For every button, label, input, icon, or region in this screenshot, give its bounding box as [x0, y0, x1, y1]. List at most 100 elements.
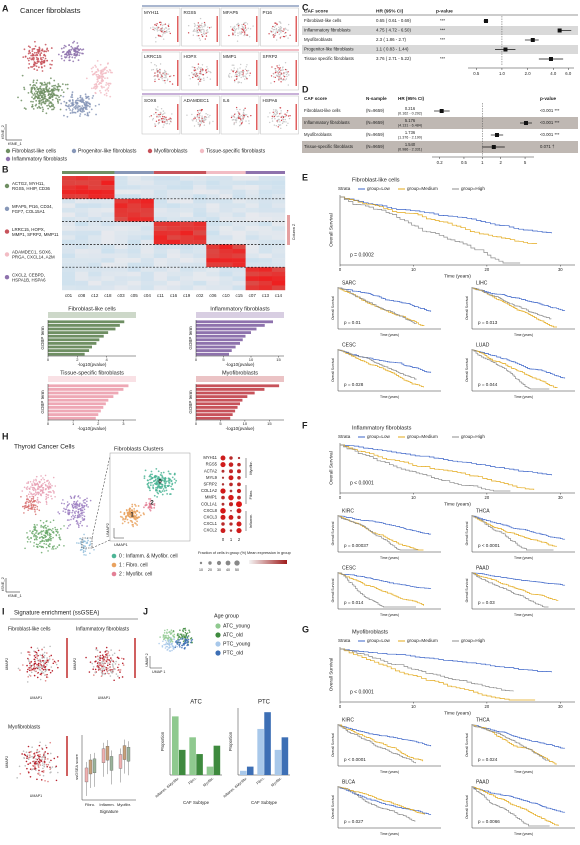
tick-label: Inflamm. — [99, 802, 114, 807]
heatmap-cell — [153, 230, 168, 236]
expression-dot — [228, 475, 234, 481]
gene-list: MMP1, SFRP2, MMP11 — [12, 232, 59, 237]
cell-dot — [41, 748, 44, 750]
axis-title: Overall Survival — [331, 521, 335, 545]
cell-dot — [47, 758, 49, 760]
axis-title: Time (years) — [444, 501, 471, 507]
cell-dot — [168, 479, 171, 482]
cell-dot — [153, 504, 156, 507]
cell-dot — [73, 500, 76, 503]
cell-dot — [23, 86, 25, 89]
hr-label: 1.1 ( 0.83 - 1.44) — [376, 47, 409, 52]
cell-dot — [52, 548, 55, 550]
heatmap-cell — [127, 285, 141, 291]
cell-dot — [43, 674, 46, 676]
cell-dot — [30, 661, 32, 663]
subplot-title: CESC — [342, 565, 356, 571]
cell-dot — [151, 69, 153, 71]
cell-dot — [87, 539, 89, 542]
cell-dot — [235, 78, 238, 80]
feature-plot — [141, 7, 181, 47]
cell-dot — [94, 660, 96, 663]
cell-dot — [154, 63, 156, 66]
cell-dot — [285, 78, 288, 80]
cell-dot — [40, 475, 42, 477]
heatmap-cell — [127, 198, 141, 204]
cell-dot — [231, 29, 234, 31]
cluster-label: c04 — [144, 293, 152, 298]
cell-dot — [198, 118, 200, 121]
survival-curve — [340, 444, 535, 490]
cell-dot — [66, 54, 69, 57]
cell-dot — [19, 669, 21, 671]
cell-dot — [39, 660, 41, 662]
cell-dot — [162, 634, 165, 637]
cell-dot — [37, 765, 40, 767]
heatmap-cell — [206, 280, 220, 286]
cell-dot — [99, 655, 101, 658]
cluster-label: c05 — [131, 293, 139, 298]
hr-point — [483, 19, 488, 23]
cell-dot — [44, 751, 47, 753]
cell-dot — [92, 66, 94, 69]
cell-dot — [203, 30, 205, 32]
cell-dot — [82, 550, 85, 552]
expression-dot — [229, 529, 233, 532]
cell-dot — [82, 52, 84, 55]
cell-dot — [37, 760, 40, 763]
cell-dot — [161, 75, 163, 78]
cell-dot — [29, 480, 32, 483]
panel-label: G — [302, 624, 309, 634]
cell-dot — [276, 110, 278, 113]
heatmap-cell — [245, 258, 259, 263]
cell-dot — [28, 491, 31, 493]
heatmap-cell — [153, 258, 168, 263]
color-bar — [177, 104, 179, 130]
axis-title: CAF Subtype — [251, 800, 278, 805]
bar — [48, 395, 114, 398]
heatmap-cell — [62, 194, 76, 199]
cell-dot — [161, 483, 164, 486]
cell-dot — [282, 30, 284, 33]
cell-dot — [135, 513, 138, 516]
cell-dot — [278, 79, 280, 81]
cell-dot — [32, 481, 35, 483]
heatmap-cell — [271, 276, 286, 282]
heatmap-cell — [166, 230, 181, 236]
axis-title: Time (years) — [514, 333, 533, 337]
cell-dot — [47, 107, 50, 110]
heatmap-cell — [232, 235, 246, 241]
cell-dot — [34, 526, 37, 529]
cell-dot — [40, 536, 43, 538]
heatmap-cell — [75, 244, 89, 250]
legend-label: group=Low — [367, 186, 391, 191]
survival-curve — [338, 287, 417, 325]
heatmap-cell — [75, 276, 89, 282]
cell-dot — [51, 98, 54, 101]
cell-dot — [29, 751, 31, 753]
cell-dot — [36, 487, 39, 490]
cell-dot — [44, 534, 47, 537]
cell-dot — [41, 770, 43, 773]
panel-title: Cancer fibroblasts — [20, 6, 81, 15]
cell-dot — [58, 544, 61, 546]
subplot-title: CESC — [342, 342, 356, 348]
bar — [48, 384, 129, 388]
cell-dot — [156, 28, 158, 30]
cell-dot — [176, 633, 179, 635]
cell-dot — [31, 105, 34, 108]
box — [88, 759, 93, 775]
cell-dot — [52, 527, 54, 530]
heatmap-cell — [193, 180, 207, 186]
cell-dot — [199, 67, 201, 69]
cell-dot — [236, 40, 239, 42]
cell-dot — [97, 658, 100, 661]
cell-dot — [125, 509, 128, 512]
cell-dot — [44, 88, 46, 90]
heatmap-cell — [219, 239, 233, 245]
cell-dot — [234, 81, 236, 83]
heatmap-cell — [206, 267, 220, 272]
cell-dot — [36, 676, 39, 679]
gene-label: MMP1 — [205, 495, 218, 500]
heatmap-cell — [193, 258, 207, 263]
